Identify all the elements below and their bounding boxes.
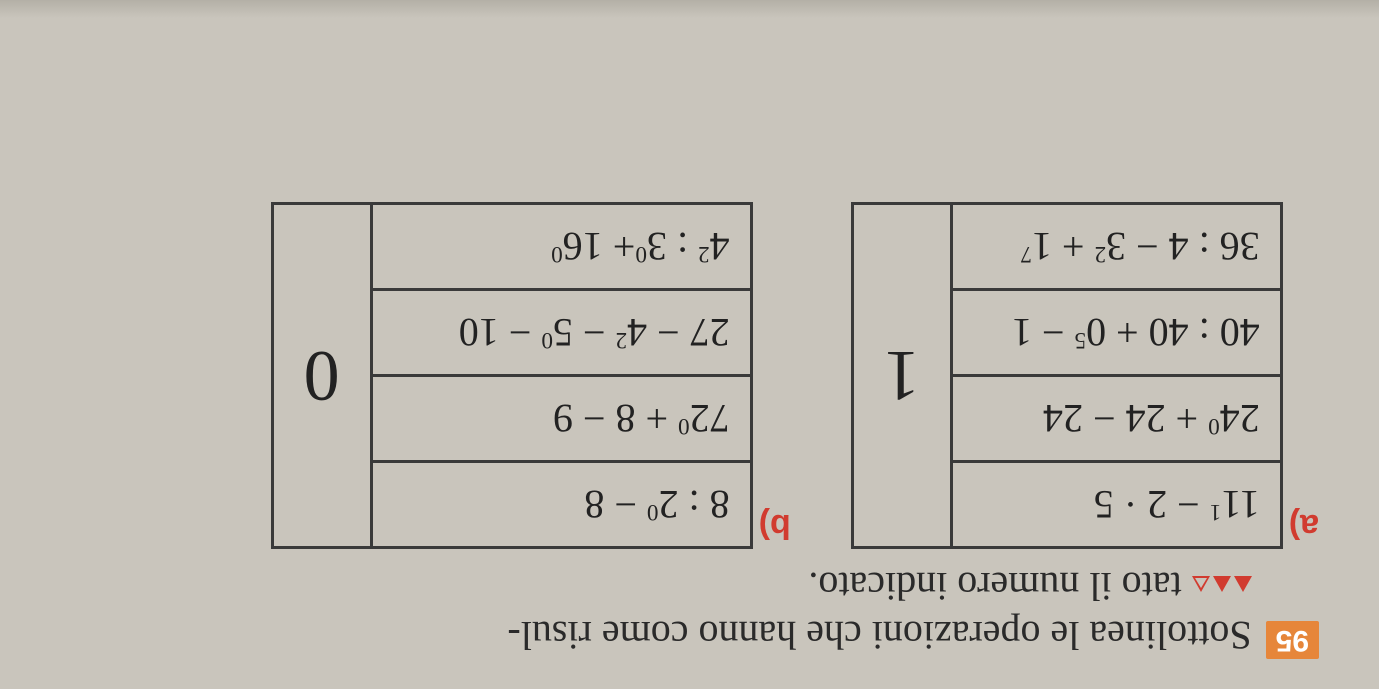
exponent: 0 xyxy=(1208,413,1220,439)
expr-part: 8 : 2 xyxy=(659,482,730,527)
page-content: 95 Sottolinea le operazioni che hanno co… xyxy=(0,0,1379,689)
expression-cell: 720 + 8 − 9 xyxy=(371,376,751,462)
expr-part: + 16 xyxy=(563,224,636,269)
triangle-outline-icon xyxy=(1192,576,1210,592)
exponent: 7 xyxy=(1020,241,1032,267)
expression-cell: 42 : 30+ 160 xyxy=(371,204,751,290)
expression-cell: 240 + 24 − 24 xyxy=(951,376,1281,462)
difficulty-markers xyxy=(1192,576,1252,592)
column-b: b) 8 : 20 − 8 0 720 + 8 − 9 27 − 42 − 50… xyxy=(271,202,791,549)
instruction-line-2: tato il numero indicato. xyxy=(808,564,1181,609)
expression-cell: 27 − 42 − 50 − 10 xyxy=(371,290,751,376)
expr-part: + 24 − 24 xyxy=(1043,396,1208,441)
triangle-filled-icon xyxy=(1234,576,1252,592)
exponent: 0 xyxy=(541,327,553,353)
expr-part: − 5 xyxy=(553,310,616,355)
exercise-number-badge: 95 xyxy=(1266,621,1319,659)
expr-part: 11 xyxy=(1221,482,1260,527)
table-row: 111 − 2 · 5 1 xyxy=(852,462,1281,548)
expr-part: − 10 xyxy=(459,310,542,355)
result-cell: 0 xyxy=(272,204,371,548)
expr-part: : 3 xyxy=(647,224,698,269)
exponent: 0 xyxy=(551,241,563,267)
expression-cell: 8 : 20 − 8 xyxy=(371,462,751,548)
expression-cell: 36 : 4 − 32 + 17 xyxy=(951,204,1281,290)
expr-part: 40 : 40 + 0 xyxy=(1086,310,1260,355)
result-cell: 1 xyxy=(852,204,951,548)
expr-part: 27 − 4 xyxy=(627,310,730,355)
exponent: 0 xyxy=(647,499,659,525)
expr-part: − 2 · 5 xyxy=(1094,482,1210,527)
instruction-text: Sottolinea le operazioni che hanno come … xyxy=(40,561,1252,659)
exponent: 1 xyxy=(1210,499,1222,525)
exponent: 5 xyxy=(1075,327,1087,353)
column-a-label: a) xyxy=(1289,506,1319,545)
column-b-label: b) xyxy=(759,506,791,545)
expr-part: + 1 xyxy=(1032,224,1095,269)
columns: a) 111 − 2 · 5 1 240 + 24 − 24 40 : 40 +… xyxy=(40,202,1319,549)
table-row: 8 : 20 − 8 0 xyxy=(272,462,751,548)
expr-part: 36 : 4 − 3 xyxy=(1106,224,1260,269)
expr-part: 72 xyxy=(690,396,730,441)
expr-part: 4 xyxy=(710,224,730,269)
expr-part: 24 xyxy=(1220,396,1260,441)
exponent: 0 xyxy=(635,241,647,267)
expr-part: − 1 xyxy=(1012,310,1075,355)
instruction-line-1: Sottolinea le operazioni che hanno come … xyxy=(507,613,1251,658)
heading-row: 95 Sottolinea le operazioni che hanno co… xyxy=(40,561,1319,659)
expression-cell: 40 : 40 + 05 − 1 xyxy=(951,290,1281,376)
expr-part: + 8 − 9 xyxy=(553,396,678,441)
column-a: a) 111 − 2 · 5 1 240 + 24 − 24 40 : 40 +… xyxy=(851,202,1319,549)
triangle-filled-icon xyxy=(1213,576,1231,592)
table-a: 111 − 2 · 5 1 240 + 24 − 24 40 : 40 + 05… xyxy=(851,202,1283,549)
table-b: 8 : 20 − 8 0 720 + 8 − 9 27 − 42 − 50 − … xyxy=(271,202,753,549)
exponent: 2 xyxy=(616,327,628,353)
exponent: 0 xyxy=(678,413,690,439)
exponent: 2 xyxy=(1095,241,1107,267)
expr-part: − 8 xyxy=(584,482,647,527)
expression-cell: 111 − 2 · 5 xyxy=(951,462,1281,548)
exponent: 2 xyxy=(698,241,710,267)
